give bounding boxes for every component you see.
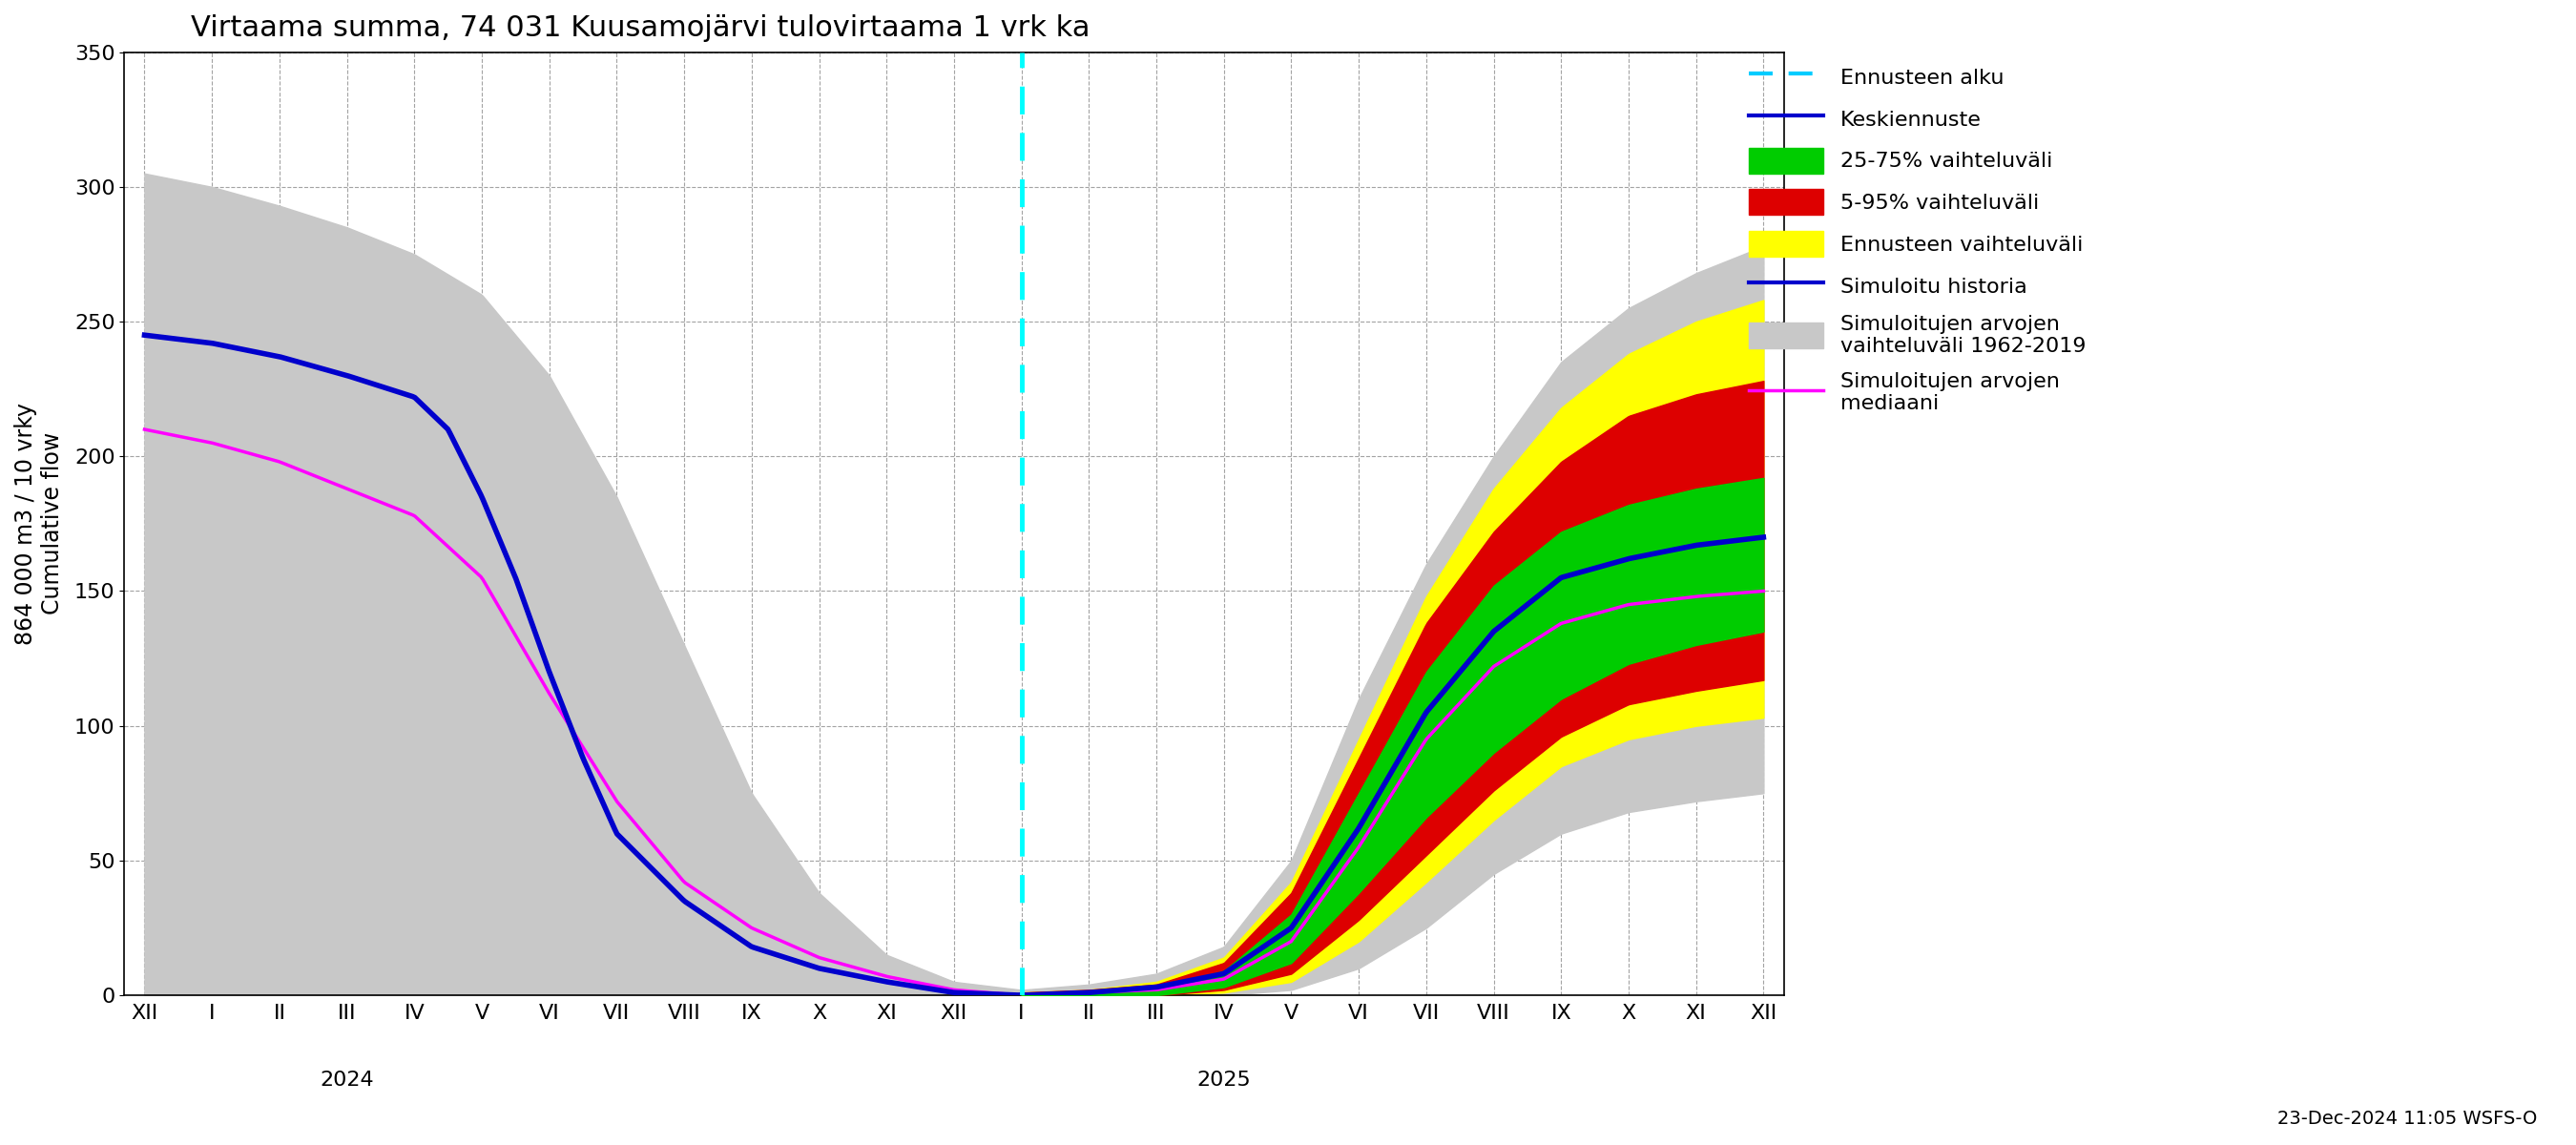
Text: 2025: 2025 xyxy=(1198,1071,1252,1090)
Text: 23-Dec-2024 11:05 WSFS-O: 23-Dec-2024 11:05 WSFS-O xyxy=(2277,1110,2537,1128)
Text: 2024: 2024 xyxy=(319,1071,374,1090)
Text: Virtaama summa, 74 031 Kuusamojärvi tulovirtaama 1 vrk ka: Virtaama summa, 74 031 Kuusamojärvi tulo… xyxy=(191,14,1090,42)
Legend: Ennusteen alku, Keskiennuste, 25-75% vaihteluväli, 5-95% vaihteluväli, Ennusteen: Ennusteen alku, Keskiennuste, 25-75% vai… xyxy=(1739,54,2097,424)
Y-axis label: 864 000 m3 / 10 vrky
Cumulative flow: 864 000 m3 / 10 vrky Cumulative flow xyxy=(15,403,64,645)
